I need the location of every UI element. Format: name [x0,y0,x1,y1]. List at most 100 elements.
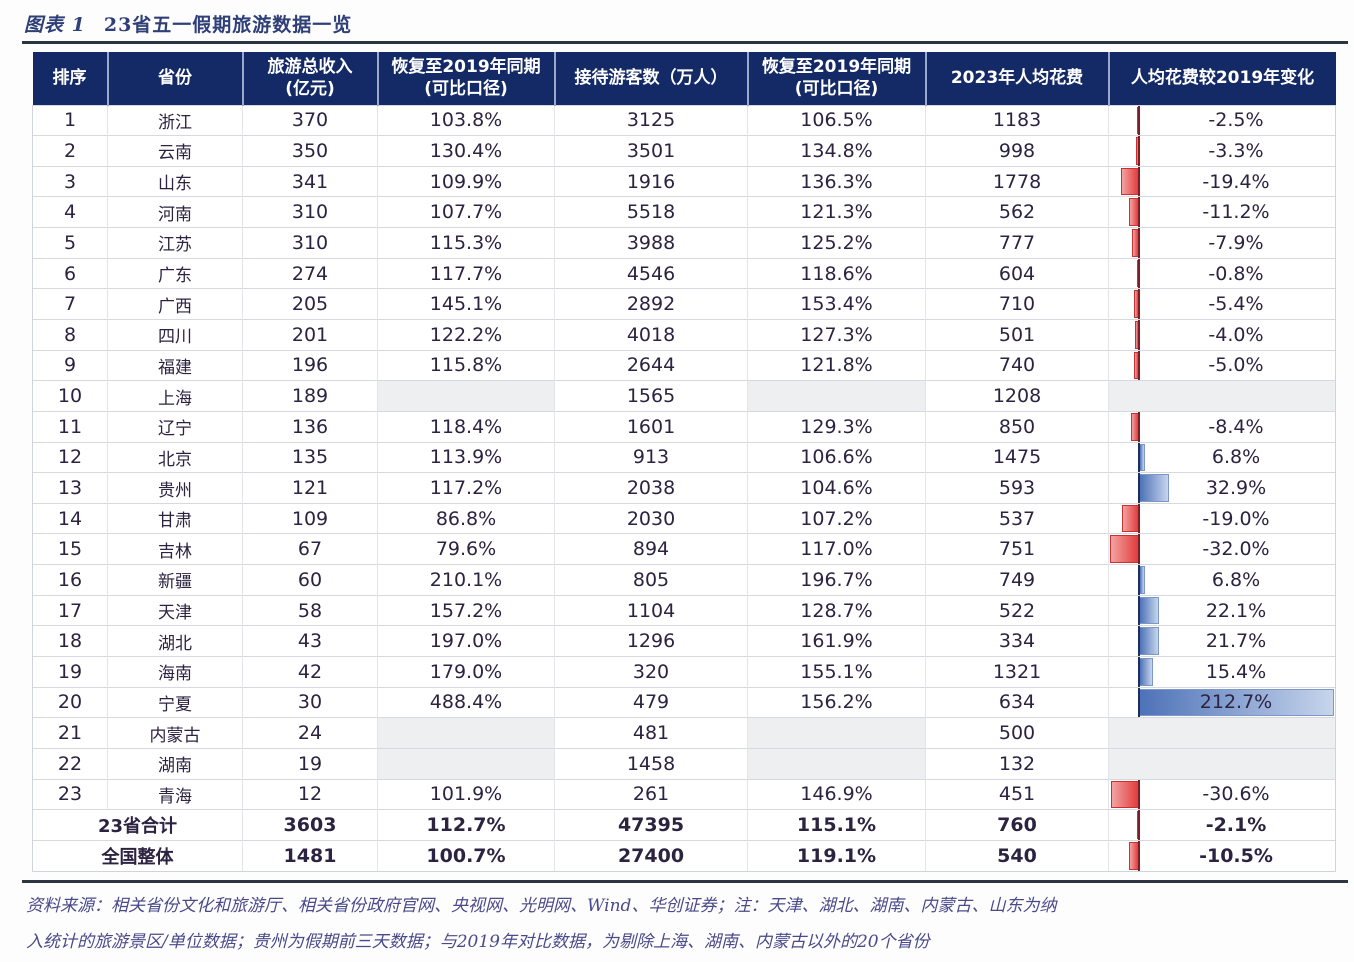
header-col-rank: 排序 [32,52,108,105]
rank-cell: 17 [32,594,108,626]
province-cell: 湖南 [107,747,243,780]
data-bar-area [1109,197,1335,228]
rank-cell: 11 [32,410,108,443]
spend-change-value: -5.4% [1208,293,1264,316]
visitors-cell: 1916 [554,165,748,197]
visitor-recovery-cell: 118.6% [747,257,926,289]
spend-cell: 604 [925,257,1109,289]
revenue-recovery-cell: 112.7% [377,809,555,841]
data-bar-axis [1138,595,1140,626]
province-cell: 江苏 [107,227,243,259]
visitors-cell: 320 [554,656,748,688]
spend-change-value: -10.5% [1199,844,1273,867]
header-col-visitors: 接待游客数（万人） [553,52,748,105]
spend-change-cell [1108,747,1336,780]
revenue-recovery-cell: 157.2% [377,594,555,626]
table-row: 2 云南 350 130.4% 3501 134.8% 998 -3.3% [32,135,1336,167]
top-rule [22,41,1348,44]
header-line: 省份 [158,68,192,89]
data-bar-axis [1138,258,1140,289]
data-bar-area [1109,595,1335,626]
spend-change-value: -2.1% [1205,814,1267,837]
data-bar-axis [1138,565,1140,595]
spend-change-cell: -7.9% [1108,227,1336,259]
revenue-cell: 19 [242,747,378,780]
visitors-cell: 4018 [554,318,748,351]
table-row: 21 内蒙古 24 481 500 [32,717,1336,749]
revenue-recovery-cell: 197.0% [377,625,555,657]
spend-cell: 710 [925,288,1109,320]
rank-cell: 20 [32,686,108,718]
table-row: 8 四川 201 122.2% 4018 127.3% 501 -4.0% [32,318,1336,351]
table-body: 1 浙江 370 103.8% 3125 106.5% 1183 -2.5% 2 云南 350 130… [32,104,1336,872]
data-bar-area [1109,687,1335,718]
visitors-cell: 3125 [554,104,748,136]
data-bar-area [1109,534,1335,565]
revenue-recovery-cell: 130.4% [377,135,555,167]
province-cell: 福建 [107,349,243,381]
header-col-revenue-recovery: 恢复至2019年同期 (可比口径) [376,52,555,105]
rank-cell: 12 [32,441,108,473]
source-notes: 资料来源：相关省份文化和旅游厅、相关省份政府官网、央视网、光明网、Wind、华创… [26,888,1346,960]
rank-cell: 14 [32,502,108,534]
revenue-cell: 341 [242,165,378,197]
data-bar-area [1109,350,1335,381]
data-bar-area [1109,810,1335,840]
visitors-cell: 1296 [554,625,748,657]
header-line: (亿元) [285,79,335,100]
rank-cell: 3 [32,165,108,197]
table-row: 7 广西 205 145.1% 2892 153.4% 710 -5.4% [32,288,1336,320]
spend-cell: 522 [925,594,1109,626]
rank-cell: 22 [32,747,108,780]
total-label-cell: 23省合计 [32,809,243,841]
revenue-recovery-cell: 210.1% [377,564,555,596]
province-cell: 四川 [107,318,243,351]
province-cell: 云南 [107,135,243,167]
revenue-cell: 136 [242,410,378,443]
spend-change-cell: -30.6% [1108,778,1336,810]
revenue-cell: 60 [242,564,378,596]
visitors-cell: 5518 [554,196,748,228]
data-bar-area [1109,319,1335,350]
spend-cell: 998 [925,135,1109,167]
data-bar-axis [1138,319,1140,350]
table-row: 18 湖北 43 197.0% 1296 161.9% 334 21.7% [32,625,1336,657]
table-row: 4 河南 310 107.7% 5518 121.3% 562 -11.2% [32,196,1336,228]
visitors-cell: 913 [554,441,748,473]
revenue-recovery-cell: 122.2% [377,318,555,351]
spend-change-value: -30.6% [1202,783,1270,806]
positive-data-bar [1139,688,1334,717]
spend-change-value: 212.7% [1199,691,1273,714]
spend-cell: 1321 [925,656,1109,688]
spend-change-cell: -11.2% [1108,196,1336,228]
data-bar-area [1109,442,1335,473]
source-note-line-2: 入统计的旅游景区/单位数据；贵州为假期前三天数据；与2019年对比数据，为剔除上… [26,932,930,952]
visitors-cell: 3988 [554,227,748,259]
rank-cell: 2 [32,135,108,167]
province-cell: 山东 [107,165,243,197]
visitor-recovery-cell: 146.9% [747,778,926,810]
province-cell: 新疆 [107,564,243,596]
revenue-cell: 135 [242,441,378,473]
revenue-cell: 58 [242,594,378,626]
spend-cell: 132 [925,747,1109,780]
visitor-recovery-cell: 104.6% [747,472,926,504]
spend-change-cell: -0.8% [1108,257,1336,289]
spend-change-cell: -5.4% [1108,288,1336,320]
data-bar-area [1109,779,1335,810]
table-row: 1 浙江 370 103.8% 3125 106.5% 1183 -2.5% [32,104,1336,136]
spend-change-cell: -5.0% [1108,349,1336,381]
table-row: 9 福建 196 115.8% 2644 121.8% 740 -5.0% [32,349,1336,381]
spend-cell: 1475 [925,441,1109,473]
revenue-cell: 109 [242,502,378,534]
spend-cell: 749 [925,564,1109,596]
data-bar-axis [1138,473,1140,503]
spend-change-cell: -19.4% [1108,165,1336,197]
rank-cell: 1 [32,104,108,136]
rank-cell: 10 [32,380,108,412]
visitor-recovery-cell: 155.1% [747,656,926,688]
rank-cell: 23 [32,778,108,810]
revenue-recovery-cell: 117.7% [377,257,555,289]
spend-change-value: -0.8% [1208,262,1264,285]
visitors-cell: 479 [554,686,748,718]
